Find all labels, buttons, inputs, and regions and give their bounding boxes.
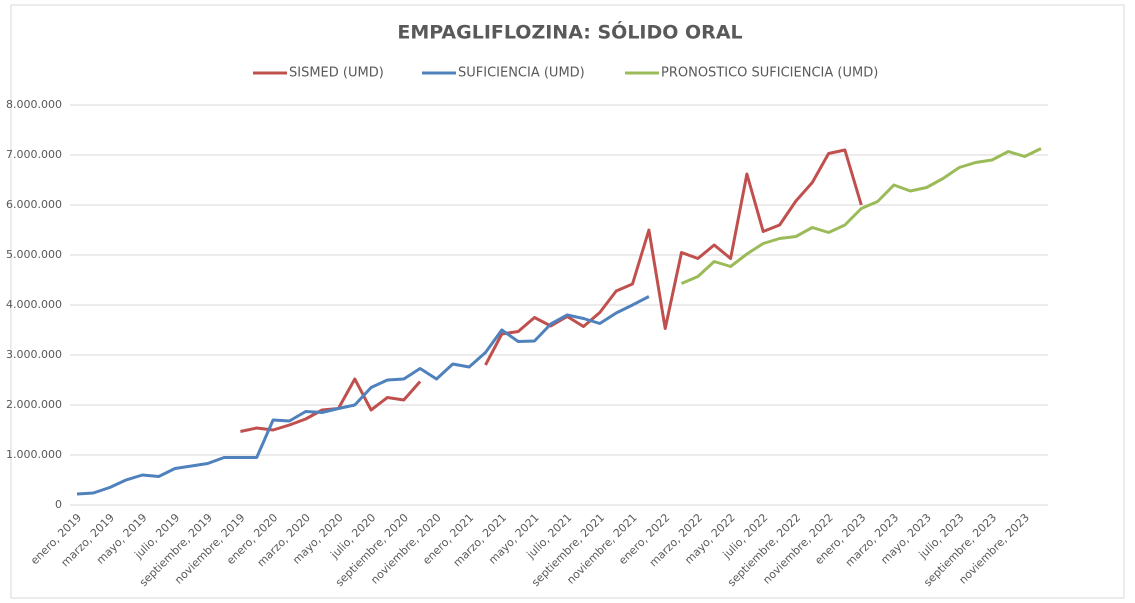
- y-tick-label: 7.000.000: [6, 148, 62, 161]
- legend-label: PRONOSTICO SUFICIENCIA (UMD): [661, 66, 878, 81]
- y-tick-label: 6.000.000: [6, 198, 62, 211]
- y-tick-label: 5.000.000: [6, 248, 62, 261]
- legend-label: SUFICIENCIA (UMD): [458, 66, 585, 81]
- y-tick-label: 2.000.000: [6, 398, 62, 411]
- series-line: [680, 147, 1042, 285]
- y-tick-label: 3.000.000: [6, 348, 62, 361]
- y-tick-label: 8.000.000: [6, 98, 62, 111]
- legend-label: SISMED (UMD): [289, 66, 384, 81]
- y-tick-label: 0: [55, 498, 62, 511]
- chart-frame: [10, 4, 1125, 599]
- y-tick-label: 1.000.000: [6, 448, 62, 461]
- chart-title: EMPAGLIFLOZINA: SÓLIDO ORAL: [397, 20, 742, 44]
- series-line: [76, 295, 650, 496]
- y-tick-label: 4.000.000: [6, 298, 62, 311]
